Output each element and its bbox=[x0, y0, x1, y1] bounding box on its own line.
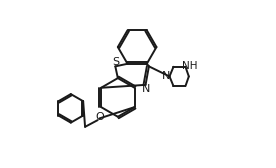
Text: S: S bbox=[112, 57, 119, 67]
Text: O: O bbox=[96, 112, 104, 122]
Text: N: N bbox=[142, 84, 151, 94]
Text: NH: NH bbox=[182, 61, 198, 71]
Text: N: N bbox=[162, 71, 171, 81]
